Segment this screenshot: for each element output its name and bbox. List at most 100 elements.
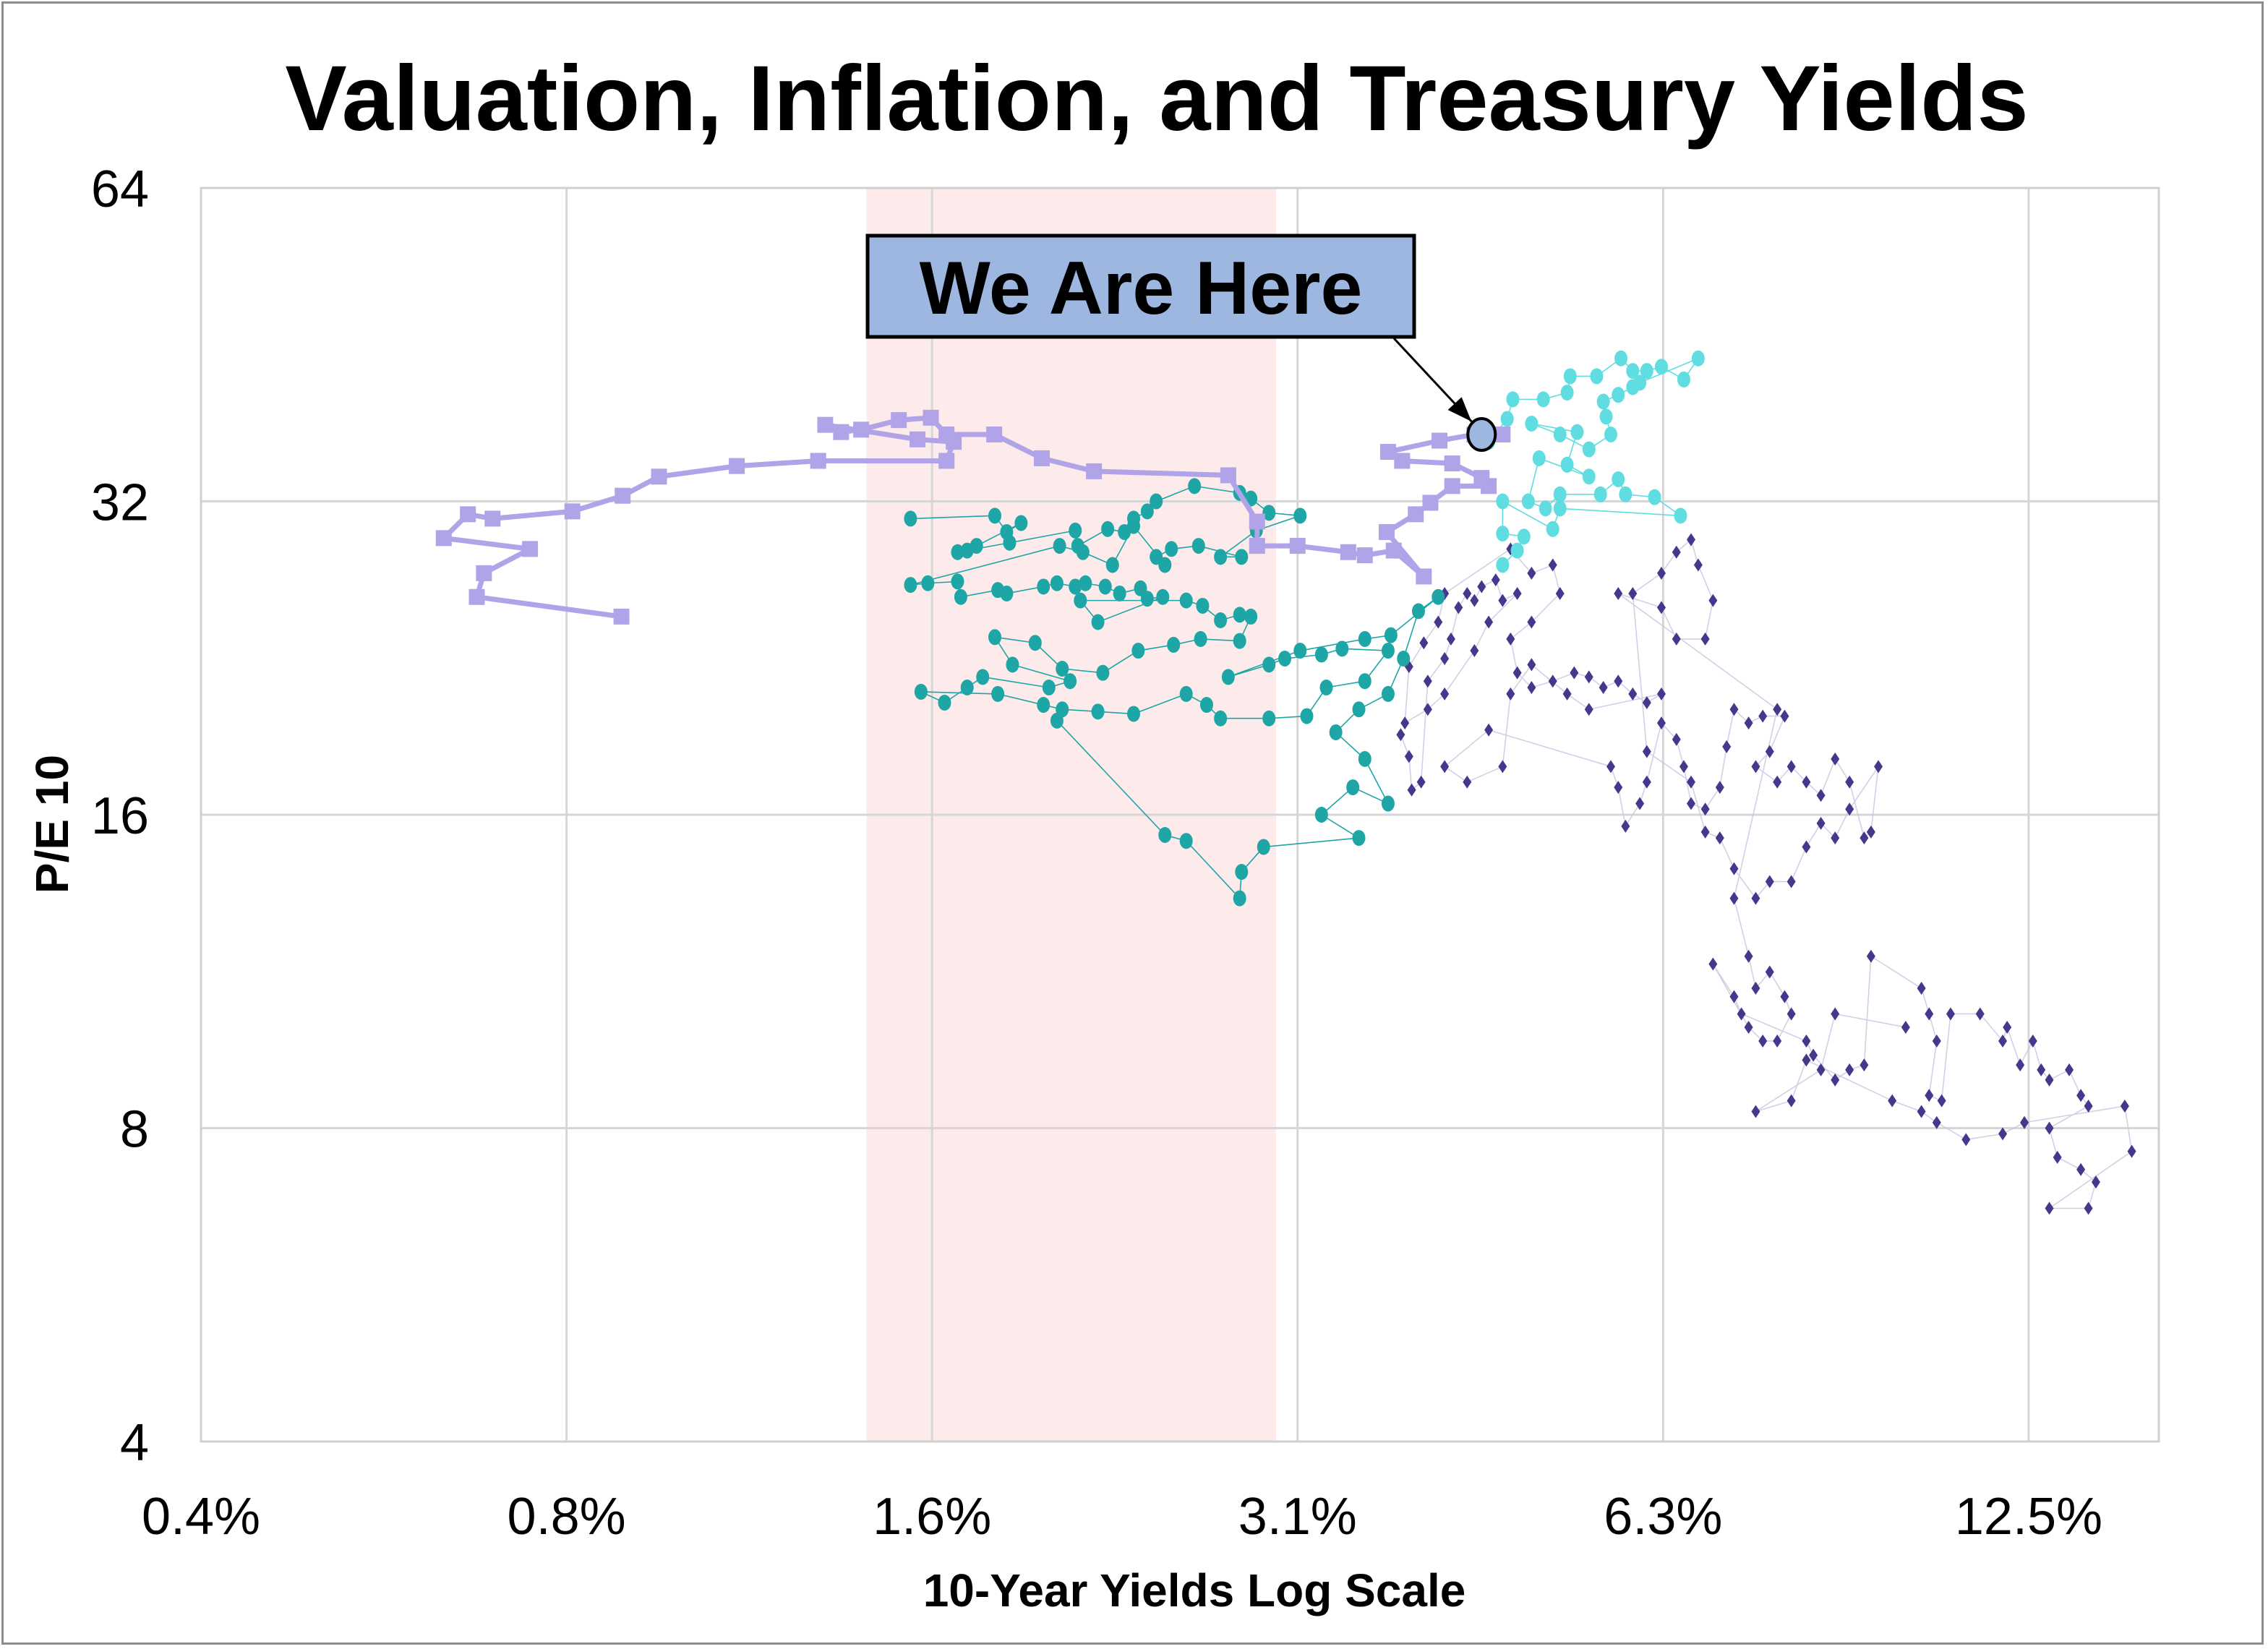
data-point-square <box>1408 506 1424 523</box>
data-point-circle <box>1113 585 1126 601</box>
data-point-square <box>729 458 745 474</box>
data-point-diamond <box>1998 1034 2008 1048</box>
data-point-diamond <box>1628 687 1638 701</box>
data-point-diamond <box>1491 573 1500 587</box>
data-point-circle <box>938 695 951 711</box>
data-point-circle <box>1278 651 1292 667</box>
data-point-circle <box>1352 701 1366 718</box>
data-point-circle <box>1329 724 1343 740</box>
data-point-diamond <box>1606 760 1616 774</box>
data-point-diamond <box>1809 1048 1818 1062</box>
y-axis-title: P/E 10 <box>26 755 78 894</box>
data-point-circle <box>1191 538 1205 554</box>
data-point-circle <box>951 573 964 590</box>
data-point-circle <box>988 507 1001 524</box>
data-point-square <box>891 412 907 429</box>
data-point-diamond <box>1614 781 1623 794</box>
data-point-diamond <box>1693 558 1703 572</box>
data-point-circle <box>1384 627 1398 643</box>
data-point-diamond <box>1937 1094 1946 1108</box>
data-point-circle <box>1257 839 1270 855</box>
data-point-circle <box>1590 368 1604 385</box>
data-point-diamond <box>1786 760 1796 774</box>
data-point-circle <box>1037 697 1050 714</box>
data-point-diamond <box>2076 1089 2086 1102</box>
data-point-circle <box>1560 456 1574 473</box>
y-tick-label: 32 <box>91 474 149 532</box>
data-point-circle <box>1262 656 1276 673</box>
data-point-square <box>1473 470 1490 487</box>
data-point-square <box>435 530 452 547</box>
data-point-circle <box>1521 493 1535 510</box>
data-point-circle <box>1319 680 1333 696</box>
data-point-diamond <box>1700 632 1710 646</box>
data-point-circle <box>904 510 917 527</box>
data-point-diamond <box>1419 636 1429 650</box>
data-point-diamond <box>2045 1121 2054 1135</box>
data-point-diamond <box>1506 687 1515 701</box>
data-point-circle <box>1233 890 1246 907</box>
data-point-diamond <box>1758 1034 1768 1048</box>
data-point-diamond <box>1484 723 1494 737</box>
data-point-diamond <box>1773 775 1782 789</box>
data-point-diamond <box>1657 601 1666 614</box>
data-point-diamond <box>1866 825 1875 839</box>
data-point-diamond <box>2091 1175 2100 1189</box>
data-point-circle <box>1517 528 1531 545</box>
chart-title: Valuation, Inflation, and Treasury Yield… <box>285 47 2028 150</box>
series-line <box>910 485 1439 899</box>
data-point-diamond <box>1765 745 1774 758</box>
data-point-diamond <box>1765 965 1774 979</box>
data-point-circle <box>1358 630 1372 647</box>
data-point-circle <box>1214 549 1228 565</box>
data-point-circle <box>1165 541 1178 557</box>
data-point-diamond <box>1686 533 1695 547</box>
data-point-circle <box>1158 557 1172 573</box>
data-point-circle <box>1221 669 1235 685</box>
data-point-diamond <box>1477 580 1486 594</box>
data-point-circle <box>1626 363 1640 380</box>
data-point-diamond <box>1484 615 1494 629</box>
data-point-circle <box>1553 500 1567 517</box>
data-point-circle <box>1582 441 1596 458</box>
data-point-diamond <box>1463 775 1472 789</box>
data-point-diamond <box>1786 1007 1796 1021</box>
data-point-diamond <box>1621 819 1630 833</box>
data-point-circle <box>1539 500 1552 517</box>
data-point-circle <box>1293 643 1307 659</box>
callout-box <box>865 234 1416 339</box>
x-tick-label: 1.6% <box>873 1488 991 1546</box>
y-tick-label: 64 <box>91 160 149 218</box>
data-point-diamond <box>1400 716 1410 730</box>
data-point-square <box>1432 432 1448 449</box>
data-point-circle <box>921 575 935 591</box>
data-point-diamond <box>1570 666 1579 680</box>
data-point-square <box>938 453 955 469</box>
data-point-circle <box>1599 408 1613 425</box>
data-point-diamond <box>1686 797 1695 810</box>
data-point-diamond <box>1744 716 1753 730</box>
data-point-circle <box>1233 607 1246 623</box>
data-point-circle <box>1179 592 1193 609</box>
series-teal-circles <box>904 478 1445 907</box>
data-point-circle <box>1593 486 1607 502</box>
data-point-diamond <box>2084 1099 2093 1113</box>
data-point-square <box>1249 513 1265 530</box>
data-point-circle <box>1140 503 1154 520</box>
data-point-diamond <box>1831 831 1840 845</box>
data-point-diamond <box>1708 594 1718 607</box>
data-point-square <box>460 506 476 523</box>
data-point-square <box>1385 542 1402 559</box>
data-point-diamond <box>1672 632 1681 646</box>
data-point-diamond <box>1584 703 1593 716</box>
data-point-circle <box>1196 597 1210 614</box>
data-point-square <box>1494 427 1511 443</box>
data-point-diamond <box>2016 1058 2025 1072</box>
data-point-circle <box>1014 515 1028 531</box>
data-point-square <box>1444 478 1460 494</box>
data-point-circle <box>1358 750 1372 767</box>
data-point-diamond <box>1729 862 1739 875</box>
data-point-diamond <box>1715 781 1724 794</box>
data-point-square <box>1444 455 1460 472</box>
